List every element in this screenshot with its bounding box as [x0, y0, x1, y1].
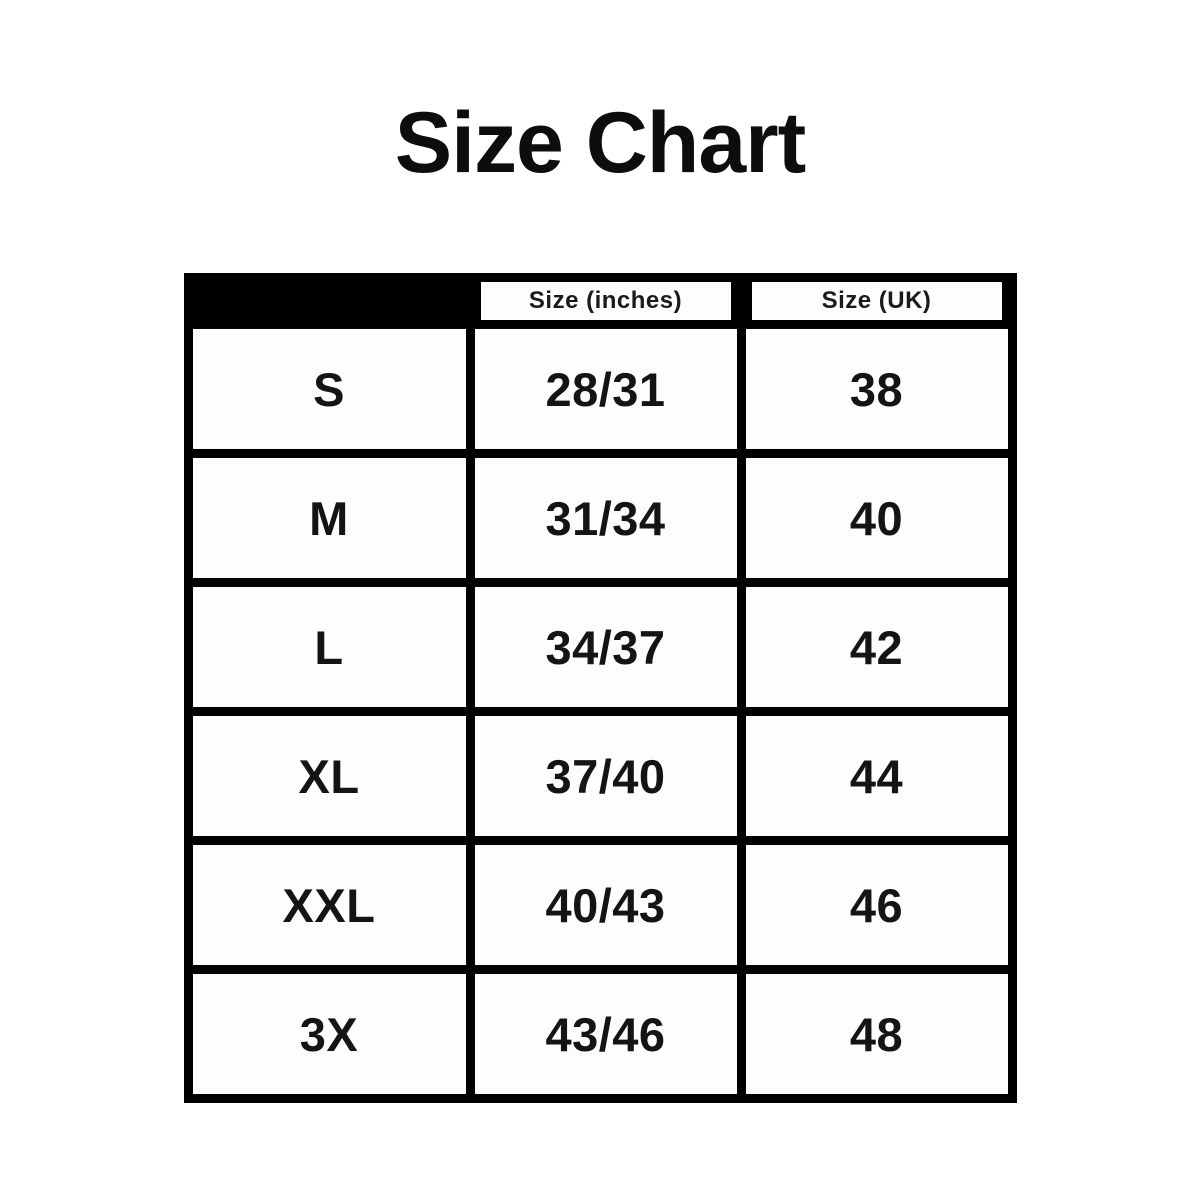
uk-value-cell: 40: [745, 458, 1008, 578]
page-title: Size Chart: [394, 95, 807, 191]
inches-value-cell: 31/34: [474, 458, 737, 578]
inches-value-cell: 37/40: [474, 716, 737, 836]
size-label-cell: 3X: [192, 974, 466, 1094]
inches-value-cell: 34/37: [474, 587, 737, 707]
header-size-inches: Size (inches): [480, 282, 731, 320]
header-corner-cell: [193, 282, 466, 320]
inches-value-cell: 40/43: [474, 845, 737, 965]
size-label-cell: M: [192, 458, 466, 578]
size-label-cell: S: [192, 329, 466, 449]
uk-value-cell: 42: [745, 587, 1008, 707]
size-chart-table: Size (inches) Size (UK) S 28/31 38 M 31/…: [183, 273, 1017, 1103]
inches-value-cell: 43/46: [474, 974, 737, 1094]
uk-value-cell: 46: [745, 845, 1008, 965]
uk-value-cell: 48: [745, 974, 1008, 1094]
size-label-cell: XL: [192, 716, 466, 836]
inches-value-cell: 28/31: [474, 329, 737, 449]
size-label-cell: XXL: [192, 845, 466, 965]
size-label-cell: L: [192, 587, 466, 707]
uk-value-cell: 44: [745, 716, 1008, 836]
uk-value-cell: 38: [745, 329, 1008, 449]
header-size-uk: Size (UK): [751, 282, 1002, 320]
